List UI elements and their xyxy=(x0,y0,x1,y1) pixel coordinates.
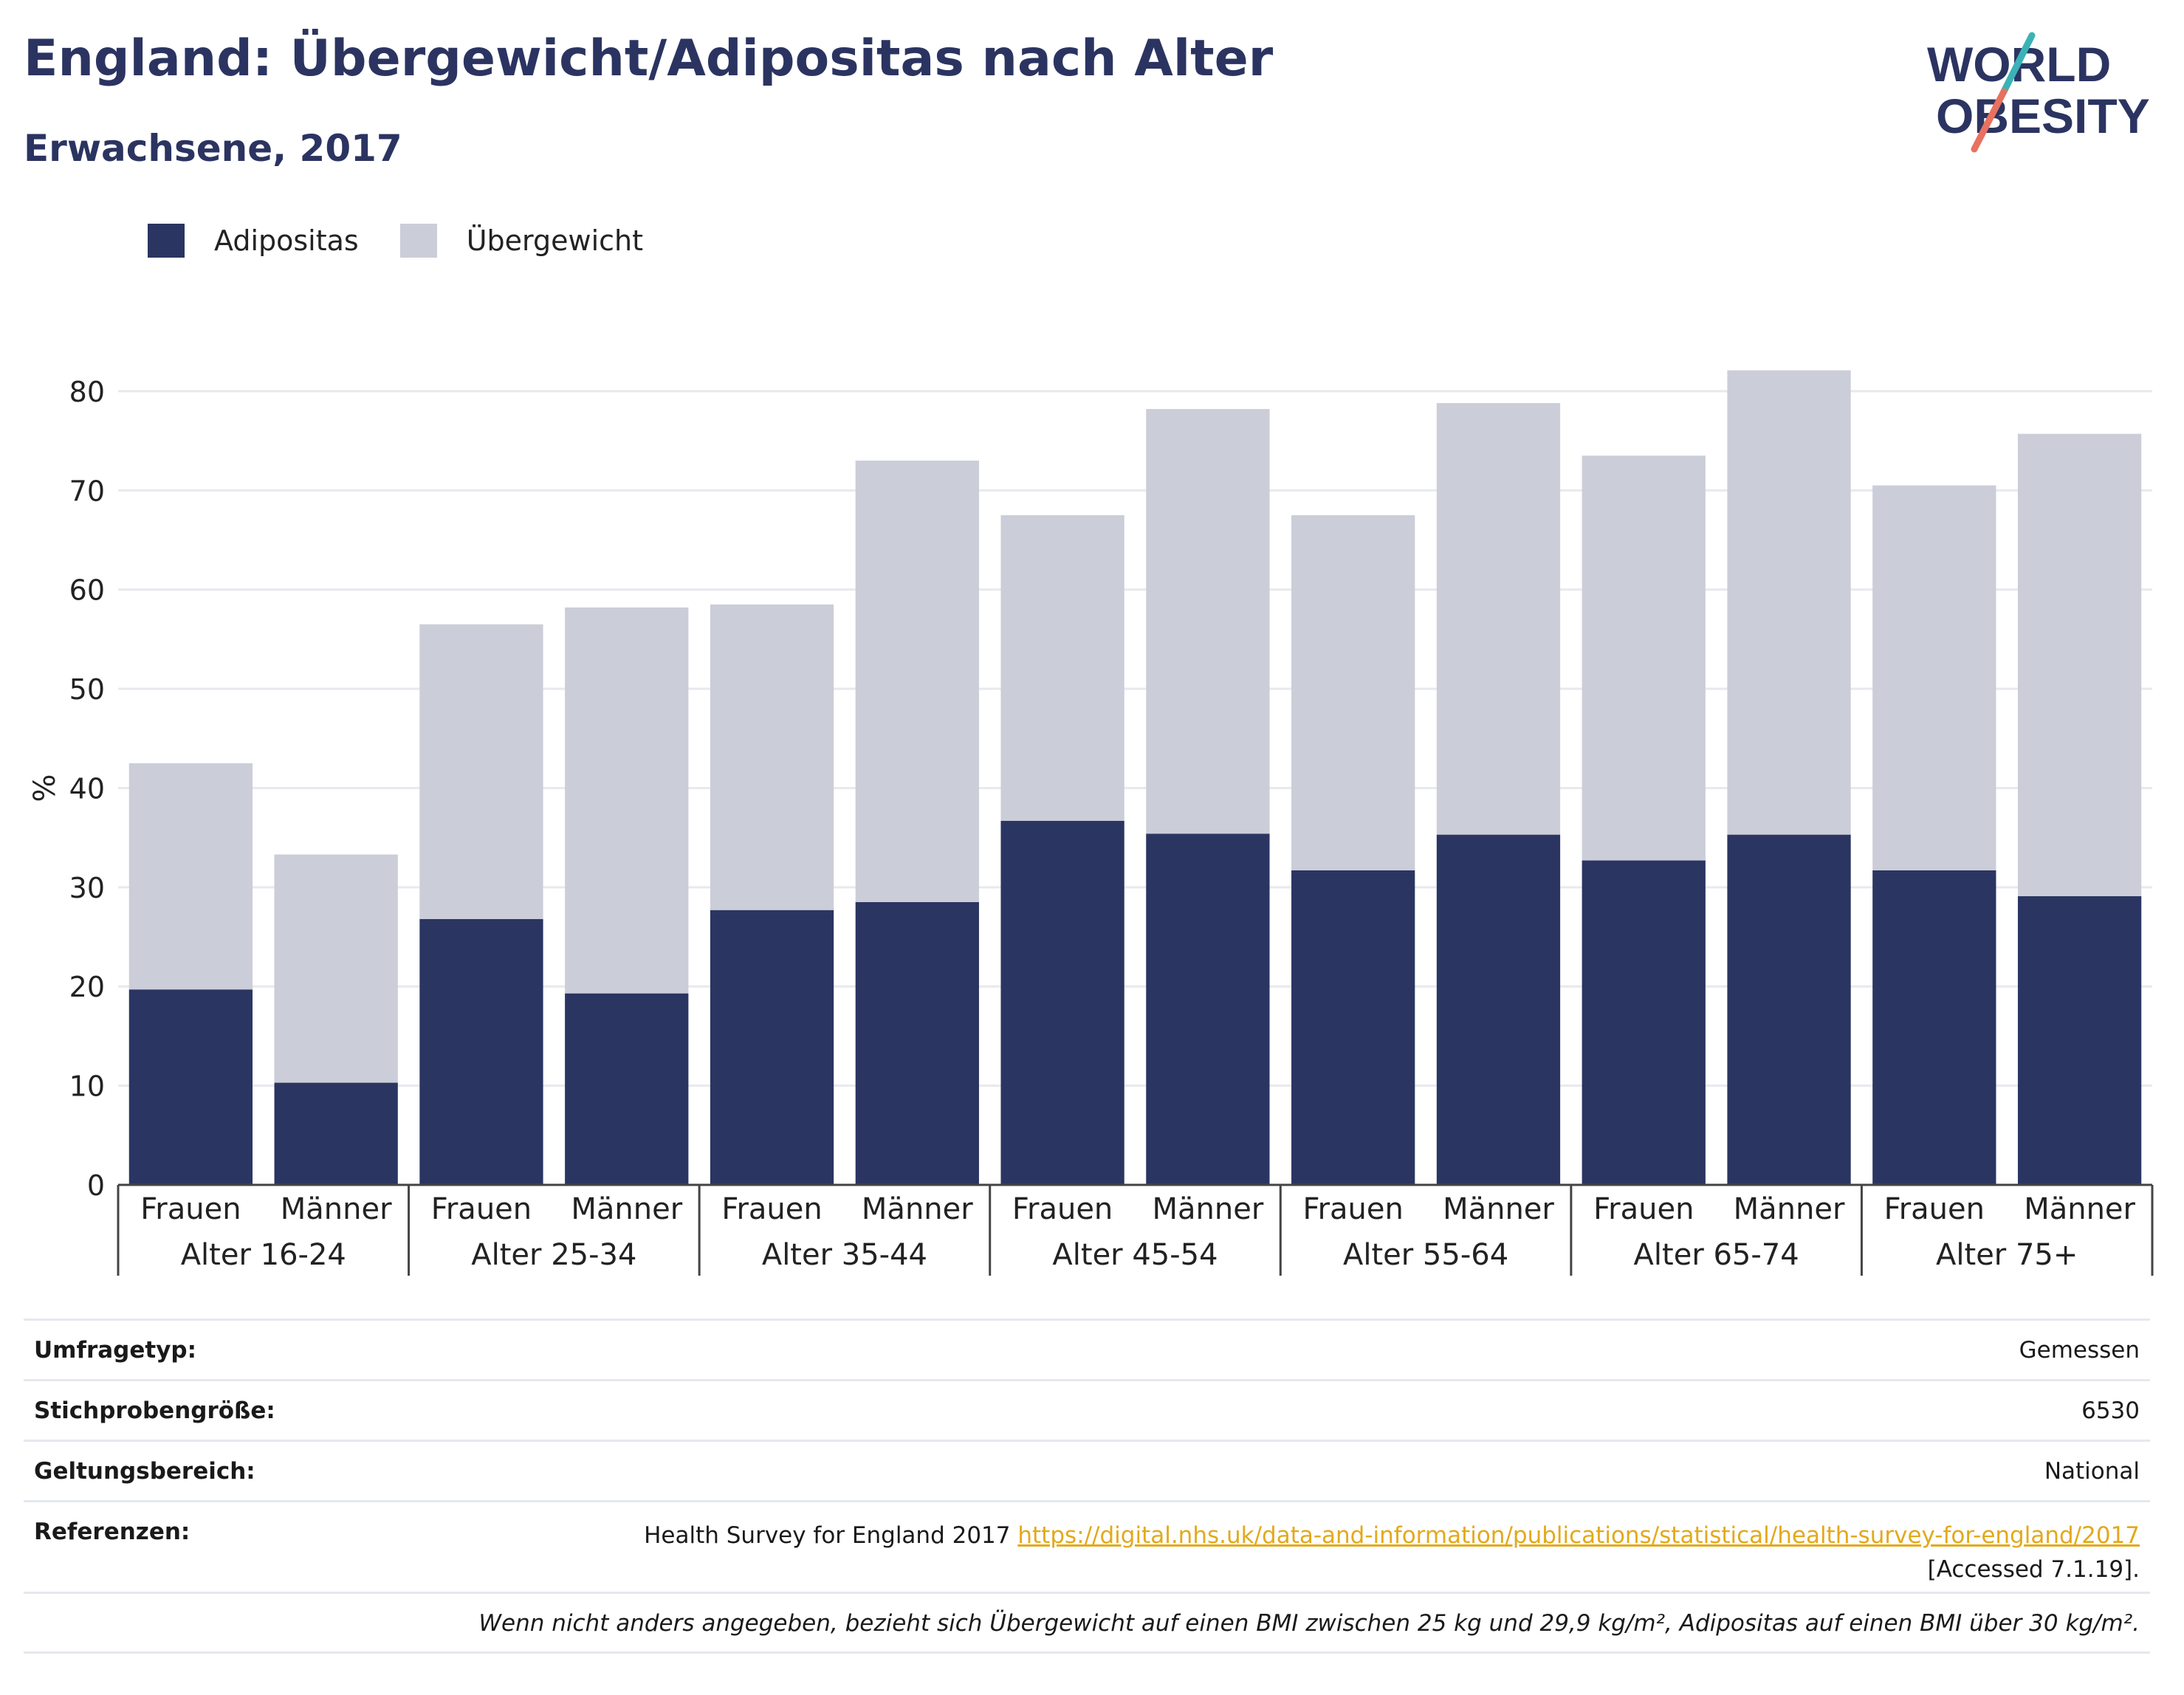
stacked-bar-chart: 0 10 20 30 40 50 60 70 80% Frauen Männer Frauen Männ… xyxy=(28,370,2154,1276)
bar-adipositas xyxy=(2017,895,2142,1185)
bar-uebergewicht xyxy=(1582,455,1706,861)
x-category-label: Frauen xyxy=(140,1192,241,1226)
bar-uebergewicht xyxy=(2017,433,2142,896)
sample-label: Stichprobengröße: xyxy=(34,1397,275,1424)
survey-label: Umfragetyp: xyxy=(34,1337,196,1364)
info-table: Umfragetyp: Gemessen Stichprobengröße: 6… xyxy=(24,1318,2150,1654)
x-category-label: Männer xyxy=(571,1192,682,1226)
bar-uebergewicht xyxy=(565,607,689,994)
info-row-survey: Umfragetyp: Gemessen xyxy=(24,1318,2150,1379)
y-tick-label: 70 xyxy=(69,475,105,507)
world-obesity-logo: WORLD OBESITY xyxy=(1927,32,2150,153)
x-category-label: Männer xyxy=(1443,1192,1554,1226)
bar-uebergewicht xyxy=(419,624,543,919)
x-category-label: Männer xyxy=(281,1192,392,1226)
legend-label-uebergewicht: Übergewicht xyxy=(466,224,643,257)
bar-adipositas xyxy=(1727,834,1851,1185)
y-tick-label: 30 xyxy=(69,872,105,904)
x-category-label: Frauen xyxy=(1012,1192,1113,1226)
bar-uebergewicht xyxy=(274,854,398,1083)
bar-uebergewicht xyxy=(1436,403,1561,835)
y-tick-label: 20 xyxy=(69,971,105,1003)
info-row-references: Referenzen: Health Survey for England 20… xyxy=(24,1500,2150,1592)
bar-adipositas xyxy=(855,901,979,1185)
bar-adipositas xyxy=(710,910,834,1185)
legend-item-uebergewicht[interactable]: Übergewicht xyxy=(399,224,643,258)
scope-label: Geltungsbereich: xyxy=(34,1458,255,1485)
chart-legend: Adipositas Übergewicht xyxy=(148,221,684,260)
y-tick-label: 50 xyxy=(69,673,105,706)
x-group-label: Alter 25-34 xyxy=(471,1238,636,1272)
bar-uebergewicht xyxy=(710,604,834,910)
y-tick-label: 60 xyxy=(69,574,105,607)
y-axis-label: % xyxy=(28,774,62,802)
page-subtitle: Erwachsene, 2017 xyxy=(24,127,402,170)
x-category-label: Frauen xyxy=(1884,1192,1985,1226)
bar-adipositas xyxy=(1872,870,1996,1185)
ref-text: Health Survey for England 2017 xyxy=(644,1522,1018,1549)
bar-uebergewicht xyxy=(1000,515,1124,821)
bar-uebergewicht xyxy=(128,763,253,990)
x-group-label: Alter 55-64 xyxy=(1343,1238,1508,1272)
x-group-label: Alter 65-74 xyxy=(1634,1238,1799,1272)
legend-label-adipositas: Adipositas xyxy=(214,224,359,257)
info-row-note: Wenn nicht anders angegeben, bezieht sic… xyxy=(24,1592,2150,1654)
bar-adipositas xyxy=(128,989,253,1185)
y-tick-label: 40 xyxy=(69,772,105,805)
legend-item-adipositas[interactable]: Adipositas xyxy=(148,224,359,258)
x-category-label: Männer xyxy=(1734,1192,1845,1226)
page-title: England: Übergewicht/Adipositas nach Alt… xyxy=(24,30,1274,88)
bar-adipositas xyxy=(1582,860,1706,1185)
logo-line2: OBESITY xyxy=(1936,89,2150,143)
legend-swatch-uebergewicht xyxy=(399,224,437,258)
x-category-label: Frauen xyxy=(1302,1192,1403,1226)
sample-value: 6530 xyxy=(2081,1397,2140,1424)
bar-adipositas xyxy=(419,918,543,1185)
bar-uebergewicht xyxy=(1291,515,1415,870)
x-group-label: Alter 45-54 xyxy=(1052,1238,1218,1272)
bar-uebergewicht xyxy=(1146,409,1270,834)
x-category-label: Frauen xyxy=(431,1192,532,1226)
info-row-sample: Stichprobengröße: 6530 xyxy=(24,1379,2150,1440)
bar-adipositas xyxy=(1291,870,1415,1185)
y-tick-label: 10 xyxy=(69,1070,105,1103)
survey-value: Gemessen xyxy=(2019,1337,2140,1364)
y-tick-label: 0 xyxy=(87,1169,105,1202)
ref-accessed: [Accessed 7.1.19]. xyxy=(1927,1556,2140,1583)
x-category-label: Männer xyxy=(2024,1192,2135,1226)
x-category-label: Männer xyxy=(1153,1192,1264,1226)
ref-value: Health Survey for England 2017 https://d… xyxy=(644,1519,2140,1586)
bar-uebergewicht xyxy=(1727,370,1851,835)
y-tick-label: 80 xyxy=(69,376,105,408)
ref-label: Referenzen: xyxy=(34,1519,190,1545)
x-group-label: Alter 16-24 xyxy=(181,1238,346,1272)
bar-adipositas xyxy=(565,993,689,1185)
ref-link[interactable]: https://digital.nhs.uk/data-and-informat… xyxy=(1017,1522,2140,1549)
bar-uebergewicht xyxy=(855,460,979,902)
x-group-label: Alter 35-44 xyxy=(762,1238,927,1272)
bar-uebergewicht xyxy=(1872,485,1996,870)
definition-note: Wenn nicht anders angegeben, bezieht sic… xyxy=(478,1610,2140,1637)
scope-value: National xyxy=(2044,1458,2140,1485)
bar-adipositas xyxy=(1436,834,1561,1185)
x-group-label: Alter 75+ xyxy=(1936,1238,2078,1272)
x-category-label: Frauen xyxy=(721,1192,822,1226)
x-category-label: Männer xyxy=(862,1192,973,1226)
legend-swatch-adipositas xyxy=(148,224,185,258)
x-category-label: Frauen xyxy=(1593,1192,1694,1226)
bar-adipositas xyxy=(1146,833,1270,1185)
bar-adipositas xyxy=(1000,820,1124,1185)
bar-adipositas xyxy=(274,1082,398,1185)
info-row-scope: Geltungsbereich: National xyxy=(24,1440,2150,1500)
